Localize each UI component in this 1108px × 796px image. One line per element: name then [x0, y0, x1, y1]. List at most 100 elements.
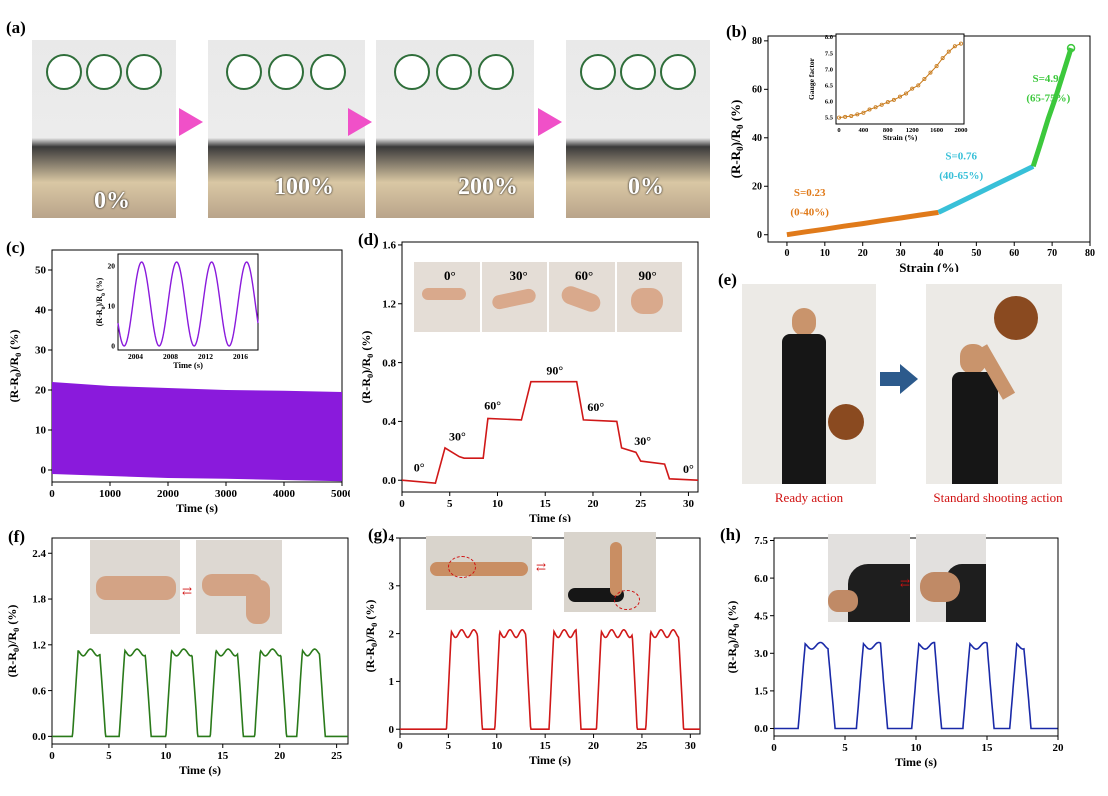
x-tick-label: 20 — [274, 750, 286, 762]
y-axis-label: (R-R0)/R0 (%) — [725, 601, 741, 674]
y-tick-label: 0.0 — [32, 731, 46, 743]
stretch-photo-0: 0% — [32, 40, 176, 218]
y-tick-label: 10 — [35, 425, 47, 437]
x-axis-label: Time (s) — [895, 755, 937, 769]
inset-y-tick-label: 6.5 — [825, 82, 834, 89]
shoulder-photo-raised — [916, 534, 986, 622]
inset-y-tick-label: 0 — [111, 342, 115, 351]
strain-label: 0% — [628, 174, 664, 200]
chart-f: 0 5 10 15 20 25 0.0 0.6 1.2 1.8 2.4 Time (s) (R-R0)/… — [5, 537, 349, 777]
gauge-factor-point — [837, 115, 842, 120]
x-tick-label: 2000 — [157, 488, 180, 500]
y-tick-label: 4 — [389, 533, 395, 545]
y-tick-label: 0 — [41, 465, 47, 477]
x-tick-label: 0 — [397, 740, 403, 752]
inset-y-tick-label: 8.0 — [825, 34, 833, 41]
y-axis-label: (R-R0)/R0 (%) — [366, 600, 379, 673]
caption-shooting-action: Standard shooting action — [933, 490, 1063, 505]
panel-label-h: (h) — [720, 525, 741, 544]
angle-label: 90° — [638, 268, 657, 283]
swap-arrow-icon: ⇄ — [536, 560, 547, 574]
y-axis-label: (R-R0)/R0 (%) — [5, 605, 21, 678]
inset-x-tick-label: 2016 — [233, 352, 248, 361]
y-tick-label: 50 — [35, 265, 47, 277]
x-tick-label: 0 — [784, 248, 789, 259]
x-tick-label: 10 — [820, 248, 830, 259]
x-tick-label: 5 — [106, 750, 112, 762]
end-marker — [1066, 43, 1076, 53]
y-tick-label: 0.4 — [382, 416, 396, 428]
x-tick-label: 20 — [1053, 742, 1065, 754]
inset-x-tick-label: 2012 — [198, 352, 213, 361]
y-tick-label: 3 — [389, 580, 395, 592]
ready-action-photo — [742, 284, 876, 484]
y-tick-label: 20 — [752, 182, 762, 193]
panel-label-f: (f) — [8, 527, 25, 546]
gauge-factor-point — [891, 97, 896, 102]
panel-label-a: (a) — [6, 18, 26, 37]
strain-label: 200% — [458, 174, 518, 200]
inset-x-tick-label: 2008 — [163, 352, 178, 361]
logo-row — [226, 54, 346, 90]
panel-label-e: (e) — [718, 270, 737, 289]
stretch-photo-3: 0% — [566, 40, 710, 218]
y-tick-label: 2.4 — [32, 548, 46, 560]
finger-photo-2: 60° — [549, 262, 615, 332]
plot-frame — [51, 537, 349, 745]
arrow-right-icon — [538, 108, 562, 136]
arrow-right-icon — [179, 108, 203, 136]
strain-series-1 — [937, 164, 1035, 215]
angle-label: 60° — [575, 268, 594, 283]
inset-y-tick-label: 20 — [108, 262, 116, 271]
logo-row — [46, 54, 162, 90]
gauge-factor-point — [879, 102, 884, 107]
y-tick-label: 0.6 — [32, 685, 46, 697]
x-tick-label: 20 — [858, 248, 868, 259]
caption-ready-action: Ready action — [774, 490, 844, 505]
x-tick-label: 25 — [636, 740, 648, 752]
y-tick-label: 2 — [389, 628, 395, 640]
y-tick-label: 7.5 — [754, 535, 768, 547]
gauge-factor-point — [910, 86, 915, 91]
x-axis-label: Time (s) — [529, 511, 571, 522]
angle-label: 0° — [444, 268, 456, 283]
inset-x-label: Time (s) — [173, 360, 203, 370]
inset-frame — [117, 253, 259, 351]
motion-response-line — [52, 648, 348, 738]
inset-y-tick-label: 10 — [108, 302, 116, 311]
sensitivity-label: (65-75%) — [1026, 92, 1070, 104]
angle-annotation: 30° — [449, 430, 466, 444]
strain-series-2 — [1030, 47, 1074, 168]
inset-cycle-line — [117, 261, 259, 347]
inset-x-tick-label: 0 — [837, 127, 840, 134]
plot-frame — [399, 537, 701, 735]
y-tick-label: 0 — [389, 724, 395, 736]
angle-annotation: 60° — [587, 400, 604, 414]
inset-y-tick-label: 6.0 — [825, 99, 833, 106]
y-tick-label: 3.0 — [754, 648, 768, 660]
y-tick-label: 40 — [752, 133, 762, 144]
x-tick-label: 40 — [933, 248, 943, 259]
inset-x-tick-label: 1200 — [906, 127, 919, 134]
angle-annotation: 90° — [546, 363, 563, 377]
finger-photo-3: 90° — [616, 262, 682, 332]
plot-frame — [401, 241, 699, 493]
inset-frame — [835, 33, 965, 125]
x-tick-label: 5 — [446, 740, 452, 752]
gauge-factor-point — [867, 107, 872, 112]
gauge-factor-point — [843, 114, 848, 119]
x-tick-label: 15 — [982, 742, 994, 754]
x-tick-label: 3000 — [215, 488, 238, 500]
gauge-factor-point — [940, 56, 945, 61]
arrow-right-icon — [348, 108, 372, 136]
y-axis-label: (R-R0)/R0 (%) — [95, 277, 107, 326]
y-tick-label: 20 — [35, 385, 47, 397]
inset-x-tick-label: 400 — [859, 127, 869, 134]
logo-row — [394, 54, 514, 90]
finger-photo-strip: 0° 30° 60° 90° — [414, 262, 682, 332]
inset-x-label: Strain (%) — [883, 133, 918, 142]
x-tick-label: 0 — [49, 750, 55, 762]
